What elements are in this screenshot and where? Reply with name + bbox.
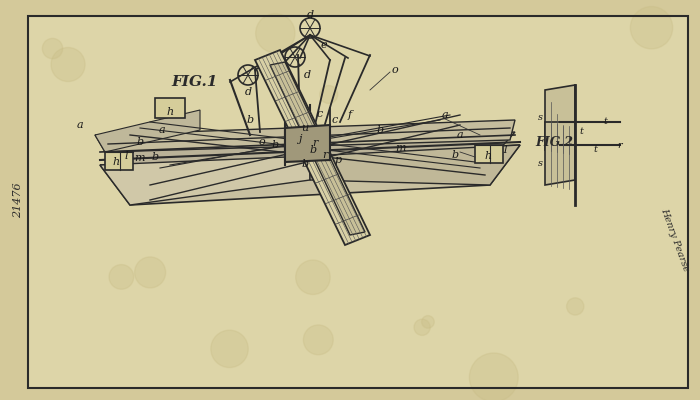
Text: b: b xyxy=(136,137,144,147)
Bar xyxy=(155,98,185,118)
Circle shape xyxy=(51,48,85,82)
Text: b: b xyxy=(151,152,159,162)
Circle shape xyxy=(295,260,330,294)
Text: t: t xyxy=(593,146,597,154)
Text: b: b xyxy=(302,159,309,169)
Circle shape xyxy=(421,316,434,328)
Circle shape xyxy=(566,298,584,315)
Text: m: m xyxy=(395,143,405,153)
Text: c: c xyxy=(317,109,323,119)
Circle shape xyxy=(211,330,248,368)
Text: b: b xyxy=(309,145,316,155)
Text: a: a xyxy=(159,125,165,135)
Circle shape xyxy=(109,264,134,289)
Polygon shape xyxy=(270,62,365,235)
Text: d: d xyxy=(244,87,251,97)
Text: r: r xyxy=(322,150,328,160)
Text: b: b xyxy=(272,140,279,150)
Polygon shape xyxy=(285,125,330,162)
Text: t: t xyxy=(579,128,583,136)
Text: l: l xyxy=(125,151,127,161)
Text: t: t xyxy=(603,118,607,126)
Text: u: u xyxy=(302,123,309,133)
Text: s: s xyxy=(538,158,542,168)
Polygon shape xyxy=(545,85,575,150)
Polygon shape xyxy=(310,145,520,185)
Circle shape xyxy=(303,325,333,355)
Text: a: a xyxy=(442,110,448,120)
Text: o: o xyxy=(258,137,265,147)
Text: h: h xyxy=(167,107,174,117)
Circle shape xyxy=(414,319,430,335)
Text: d: d xyxy=(307,10,314,20)
Text: h: h xyxy=(113,157,120,167)
Text: a: a xyxy=(77,120,83,130)
Polygon shape xyxy=(100,156,310,205)
Circle shape xyxy=(42,38,63,59)
Polygon shape xyxy=(95,110,200,152)
Text: m: m xyxy=(134,153,144,163)
Polygon shape xyxy=(545,122,575,185)
Circle shape xyxy=(361,160,373,172)
Circle shape xyxy=(631,6,673,49)
Text: f: f xyxy=(348,110,352,120)
Polygon shape xyxy=(95,120,515,152)
Bar xyxy=(105,152,133,170)
Circle shape xyxy=(320,86,337,104)
Text: b: b xyxy=(246,115,253,125)
Circle shape xyxy=(134,257,166,288)
Text: o: o xyxy=(391,65,398,75)
Bar xyxy=(475,145,503,163)
Text: r: r xyxy=(312,138,318,148)
Text: FIG.2: FIG.2 xyxy=(535,136,573,148)
Text: r: r xyxy=(617,140,622,150)
Text: b: b xyxy=(377,125,384,135)
Text: d: d xyxy=(303,70,311,80)
Text: FIG.1: FIG.1 xyxy=(172,75,218,89)
Text: Henry Pearse: Henry Pearse xyxy=(659,207,691,273)
Text: a: a xyxy=(456,130,463,140)
Polygon shape xyxy=(100,145,520,205)
Text: b: b xyxy=(452,150,458,160)
Text: j: j xyxy=(298,134,302,144)
Text: p: p xyxy=(335,155,342,165)
Circle shape xyxy=(470,353,518,400)
Text: c: c xyxy=(332,115,338,125)
Text: l: l xyxy=(503,145,507,155)
Text: e: e xyxy=(321,40,328,50)
Polygon shape xyxy=(105,132,515,178)
Text: 21476: 21476 xyxy=(13,182,23,218)
Polygon shape xyxy=(255,50,370,245)
Text: s: s xyxy=(538,114,542,122)
Text: h: h xyxy=(484,151,491,161)
Circle shape xyxy=(256,14,295,53)
